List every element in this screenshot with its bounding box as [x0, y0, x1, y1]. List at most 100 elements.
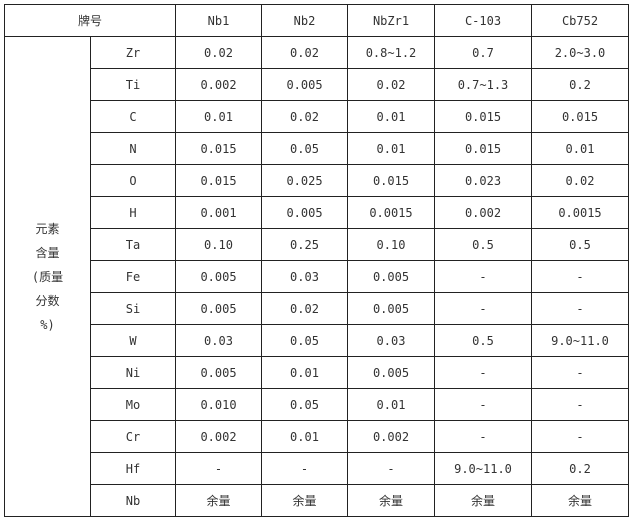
value-cell: -: [531, 388, 629, 421]
value-cell: 0.02: [531, 164, 629, 197]
value-cell: 0.01: [347, 132, 435, 165]
group-label-line: 分数: [35, 293, 60, 308]
value-cell: 0.002: [175, 68, 262, 101]
value-cell: 余量: [434, 484, 532, 517]
value-cell: 0.5: [531, 228, 629, 261]
value-cell: 0.023: [434, 164, 532, 197]
value-cell: 0.02: [261, 100, 348, 133]
table-row: Nb 余量 余量 余量 余量 余量: [5, 484, 629, 517]
value-cell: 2.0~3.0: [531, 36, 629, 69]
value-cell: 0.2: [531, 68, 629, 101]
value-cell: 0.01: [347, 100, 435, 133]
value-cell: 0.03: [347, 324, 435, 357]
element-cell: N: [90, 132, 176, 165]
group-label-line: 含量: [35, 245, 60, 260]
table-row: Si 0.005 0.02 0.005- -: [5, 292, 629, 325]
value-cell: 0.002: [347, 420, 435, 453]
value-cell: -: [175, 452, 262, 485]
value-cell: 0.005: [261, 196, 348, 229]
grade-nb2: Nb2: [261, 4, 348, 37]
table-row: 元素 含量 (质量 分数%) Zr 0.02 0.02 0.8~1.2 0.7 2.0~3.0: [4, 36, 629, 517]
value-cell: -: [261, 452, 348, 485]
element-cell: Fe: [90, 260, 176, 293]
value-cell: 0.015: [175, 164, 262, 197]
group-label-line: %): [40, 317, 55, 332]
value-cell: 0.0015: [531, 196, 629, 229]
table-row: N 0.015 0.05 0.01 0.015 0.01: [5, 132, 629, 165]
value-cell: 0.002: [434, 196, 532, 229]
value-cell: -: [434, 292, 532, 325]
value-cell: 0.03: [261, 260, 348, 293]
value-cell: 余量: [261, 484, 348, 517]
value-cell: 9.0~11.0: [434, 452, 532, 485]
value-cell: 余量: [175, 484, 262, 517]
value-cell: 0.005: [347, 260, 435, 293]
element-cell: W: [90, 324, 176, 357]
header-row: 牌号 Nb1 Nb2 NbZr1 C-103 Cb752: [4, 4, 629, 37]
value-cell: 0.01: [347, 388, 435, 421]
value-cell: 0.5: [434, 324, 532, 357]
element-cell: Ta: [90, 228, 176, 261]
table-row: Ni 0.005 0.01 0.005- -: [5, 356, 629, 389]
element-cell: O: [90, 164, 176, 197]
table-row: Ta 0.10 0.25 0.10 0.5 0.5: [5, 228, 629, 261]
table-row: W 0.03 0.05 0.03 0.5 9.0~11.0: [5, 324, 629, 357]
group-label: 元素含量 (质量分数%): [4, 36, 91, 517]
table-row: O 0.015 0.025 0.015 0.023 0.02: [5, 164, 629, 197]
element-cell: Si: [90, 292, 176, 325]
value-cell: 0.01: [261, 420, 348, 453]
value-cell: -: [531, 356, 629, 389]
table-row: Fe 0.005 0.03 0.005- -: [5, 260, 629, 293]
value-cell: 0.005: [175, 292, 262, 325]
value-cell: 0.02: [261, 292, 348, 325]
group-label-line: (质量: [31, 269, 64, 284]
value-cell: 0.015: [434, 132, 532, 165]
value-cell: 0.8~1.2: [347, 36, 435, 69]
value-cell: -: [434, 388, 532, 421]
value-cell: 0.015: [434, 100, 532, 133]
value-cell: -: [531, 260, 629, 293]
value-cell: 0.5: [434, 228, 532, 261]
value-cell: 9.0~11.0: [531, 324, 629, 357]
grade-nbzr1: NbZr1: [347, 4, 435, 37]
value-cell: 0.01: [531, 132, 629, 165]
value-cell: 0.10: [347, 228, 435, 261]
element-cell: Ni: [90, 356, 176, 389]
value-cell: 0.7: [434, 36, 532, 69]
element-cell: H: [90, 196, 176, 229]
table-row: C 0.01 0.02 0.01 0.015 0.015: [5, 100, 629, 133]
table-row: Mo 0.010 0.05 0.01- -: [5, 388, 629, 421]
table-row: Cr 0.002 0.01 0.002- -: [5, 420, 629, 453]
grade-header: 牌号: [4, 4, 176, 37]
element-cell: Cr: [90, 420, 176, 453]
grade-nb1: Nb1: [175, 4, 262, 37]
value-cell: 0.2: [531, 452, 629, 485]
value-cell: -: [531, 420, 629, 453]
value-cell: 0.03: [175, 324, 262, 357]
element-cell: Ti: [90, 68, 176, 101]
element-cell: Nb: [90, 484, 176, 517]
element-cell: Hf: [90, 452, 176, 485]
element-cell: C: [90, 100, 176, 133]
value-cell: 余量: [347, 484, 435, 517]
value-cell: 0.005: [175, 260, 262, 293]
grade-cb752: Cb752: [531, 4, 629, 37]
element-cell: Zr: [90, 36, 176, 69]
value-cell: 0.0015: [347, 196, 435, 229]
value-cell: 0.005: [175, 356, 262, 389]
table-row: Hf - - -9.0~11.0 0.2: [5, 452, 629, 485]
value-cell: 0.02: [261, 36, 348, 69]
value-cell: 0.05: [261, 324, 348, 357]
value-cell: 0.015: [347, 164, 435, 197]
value-cell: 0.005: [347, 356, 435, 389]
value-cell: 0.05: [261, 132, 348, 165]
value-cell: -: [434, 420, 532, 453]
value-cell: 0.01: [261, 356, 348, 389]
value-cell: 0.25: [261, 228, 348, 261]
value-cell: 0.001: [175, 196, 262, 229]
value-cell: -: [531, 292, 629, 325]
group-label-line: 元素: [35, 221, 60, 236]
grade-c103: C-103: [434, 4, 532, 37]
value-cell: 0.010: [175, 388, 262, 421]
value-cell: 余量: [531, 484, 629, 517]
